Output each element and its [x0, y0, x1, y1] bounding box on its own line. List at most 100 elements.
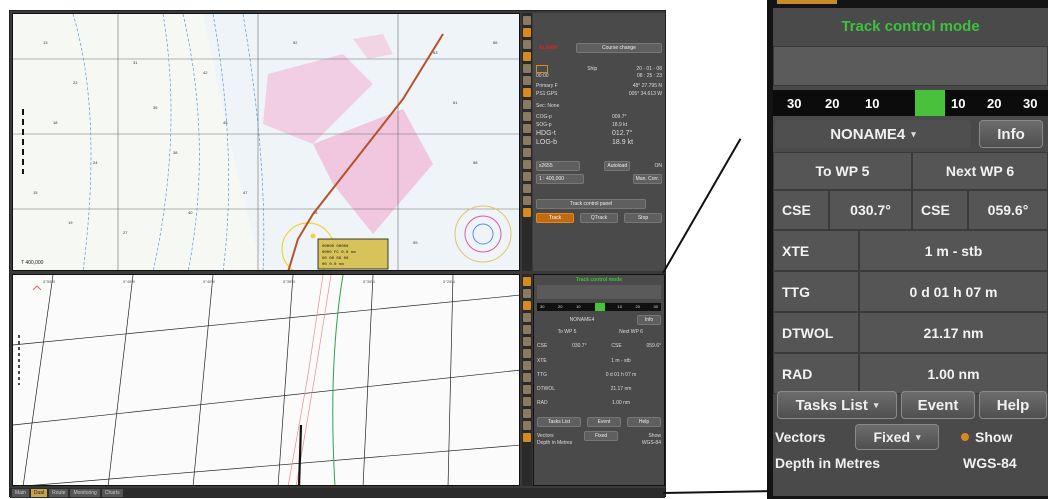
- tab-monitoring[interactable]: Monitoring: [70, 489, 100, 497]
- vectors-select[interactable]: Fixed ▾: [855, 424, 939, 450]
- small-route-name[interactable]: NONAME4: [569, 317, 595, 323]
- small-tick: 20: [635, 304, 640, 309]
- track-button[interactable]: Track: [536, 213, 574, 223]
- zoom-message-area: [773, 46, 1048, 86]
- tab-main[interactable]: Main: [12, 489, 29, 497]
- small-help-button[interactable]: Help: [627, 417, 661, 427]
- tool-icon[interactable]: [523, 349, 531, 358]
- tool-icon[interactable]: [523, 196, 531, 205]
- svg-text:35: 35: [153, 105, 158, 110]
- track-control-panel-button[interactable]: Track control panel: [536, 199, 646, 209]
- small-cse-label: CSE: [537, 343, 548, 349]
- tool-icon[interactable]: [523, 40, 531, 49]
- ttg-label: TTG: [773, 271, 859, 312]
- svg-text:63: 63: [433, 50, 438, 55]
- small-to-wp: To WP 5: [557, 329, 577, 335]
- date-value: 20 - 01 - 08: [636, 66, 662, 72]
- tool-icon[interactable]: [523, 172, 531, 181]
- tool-icon[interactable]: [523, 208, 531, 217]
- man-corr-button[interactable]: Man. Corr.: [632, 174, 662, 184]
- tool-icon[interactable]: [523, 16, 531, 25]
- vectors-value: Fixed: [873, 429, 911, 445]
- tool-icon[interactable]: [523, 325, 531, 334]
- svg-text:38: 38: [173, 150, 178, 155]
- scale-select[interactable]: 1 : 400,000: [536, 174, 584, 184]
- small-event-button[interactable]: Event: [587, 417, 621, 427]
- svg-text:15: 15: [33, 190, 38, 195]
- small-show-toggle[interactable]: Show: [648, 433, 661, 439]
- svg-text:66: 66: [493, 40, 498, 45]
- tool-icon[interactable]: [523, 112, 531, 121]
- show-toggle[interactable]: Show: [961, 429, 1012, 445]
- tab-dual[interactable]: Dual: [30, 489, 48, 497]
- tool-icon[interactable]: [523, 301, 531, 310]
- ship-info-panel: ALARM Course change Ship 20 - 01 - 08 00…: [533, 13, 665, 271]
- small-cse-next: 059.6°: [646, 343, 661, 349]
- small-tick: 20: [558, 304, 563, 309]
- tool-icon[interactable]: [523, 277, 531, 286]
- tool-icon[interactable]: [523, 409, 531, 418]
- route-select[interactable]: NONAME4 ▾: [775, 120, 971, 148]
- chart-scale-label: T 400,000: [21, 260, 44, 266]
- tool-icon[interactable]: [523, 28, 531, 37]
- small-rad-label: RAD: [537, 400, 548, 406]
- alarm-label[interactable]: ALARM: [536, 43, 561, 53]
- event-button[interactable]: Event: [901, 391, 975, 419]
- help-button[interactable]: Help: [979, 391, 1047, 419]
- small-dtwol-label: DTWOL: [537, 386, 556, 392]
- small-info-button[interactable]: Info: [637, 315, 661, 325]
- tool-icon[interactable]: [523, 64, 531, 73]
- time-left: 00:00: [536, 73, 549, 79]
- small-depth-label: Depth in Metres: [537, 440, 573, 446]
- small-tasks-list-button[interactable]: Tasks List: [537, 417, 581, 427]
- small-ttg-label: TTG: [537, 372, 547, 378]
- small-vectors-select[interactable]: Fixed: [584, 431, 619, 441]
- tool-icon[interactable]: [523, 289, 531, 298]
- course-change-button[interactable]: Course change: [576, 43, 662, 53]
- qtrack-button[interactable]: QTrack: [580, 213, 618, 223]
- cse-to-value: 030.7°: [829, 190, 912, 230]
- chart-id-select[interactable]: s2655: [536, 161, 580, 171]
- cse-label: CSE: [773, 190, 829, 230]
- svg-text:45: 45: [223, 120, 228, 125]
- tool-icon[interactable]: [523, 136, 531, 145]
- svg-text:61: 61: [453, 100, 458, 105]
- ttg-value: 0 d 01 h 07 m: [859, 271, 1048, 312]
- sog-label: SOG-p: [536, 122, 552, 128]
- track-control-panel-zoom: Track control mode 30 20 10 10 20 30 NON…: [767, 0, 1048, 499]
- tool-icon[interactable]: [523, 361, 531, 370]
- cse-next-label: CSE: [912, 190, 968, 230]
- stop-button[interactable]: Stop: [624, 213, 662, 223]
- cog-value: 009.7°: [612, 114, 627, 120]
- tool-icon[interactable]: [523, 373, 531, 382]
- ship-box-line-1: 00000 00000: [322, 245, 349, 249]
- small-cse-to: 030.7°: [572, 343, 587, 349]
- tool-icon[interactable]: [523, 76, 531, 85]
- info-button[interactable]: Info: [979, 120, 1043, 148]
- longitude-value: 005° 34.613 W: [628, 91, 662, 97]
- tool-icon[interactable]: [523, 337, 531, 346]
- tool-icon[interactable]: [523, 52, 531, 61]
- tool-icon[interactable]: [523, 397, 531, 406]
- tool-icon[interactable]: [523, 313, 531, 322]
- autoload-button[interactable]: Autoload: [604, 161, 631, 171]
- tool-icon[interactable]: [523, 124, 531, 133]
- chart-view-bottom[interactable]: 5°50W 5°45W 5°40W 5°35W 5°30W 5°25W: [12, 274, 520, 486]
- tool-icon[interactable]: [523, 385, 531, 394]
- small-xte-indicator: [595, 303, 605, 311]
- tool-icon[interactable]: [523, 160, 531, 169]
- small-datum-label: WGS-84: [641, 440, 661, 446]
- tool-icon[interactable]: [523, 88, 531, 97]
- tool-icon[interactable]: [523, 184, 531, 193]
- small-xte-value: 1 m - stb: [611, 358, 631, 364]
- tasks-list-button[interactable]: Tasks List ▾: [777, 391, 897, 419]
- small-xte-scale: 30 20 10 10 20 30: [537, 303, 661, 311]
- tool-icon[interactable]: [523, 433, 531, 442]
- chart-view-top[interactable]: 13 22 18 24 31 35 38 42 45 47 52 55 63 61 58 66 59 2…: [12, 13, 520, 271]
- tab-charts[interactable]: Charts: [101, 489, 123, 497]
- tool-icon[interactable]: [523, 148, 531, 157]
- tab-route[interactable]: Route: [49, 489, 69, 497]
- tool-icon[interactable]: [523, 421, 531, 430]
- tool-icon[interactable]: [523, 100, 531, 109]
- small-panel-title: Track control mode: [575, 277, 623, 283]
